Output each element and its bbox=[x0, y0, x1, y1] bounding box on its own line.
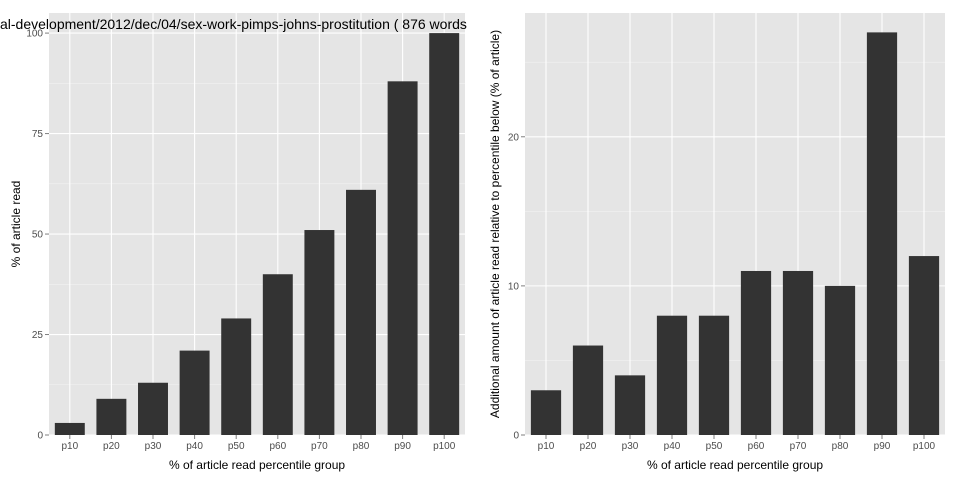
bar-p60 bbox=[262, 274, 293, 435]
bar-p80 bbox=[824, 285, 856, 435]
bar-p70 bbox=[304, 230, 335, 435]
x-tick-label: p70 bbox=[790, 441, 807, 452]
x-tick-label: p70 bbox=[311, 441, 328, 452]
x-tick-label: p30 bbox=[145, 441, 162, 452]
x-tick-label: p20 bbox=[103, 441, 120, 452]
x-tick-label: p60 bbox=[269, 441, 286, 452]
bar-p40 bbox=[179, 350, 210, 435]
x-tick-label: p40 bbox=[186, 441, 203, 452]
x-tick-label: p50 bbox=[706, 441, 723, 452]
x-tick-label: p50 bbox=[228, 441, 245, 452]
x-tick-label: p90 bbox=[874, 441, 891, 452]
bar-p80 bbox=[346, 189, 376, 435]
x-tick-label: p100 bbox=[433, 441, 456, 452]
x-tick-label: p80 bbox=[353, 441, 370, 452]
y-axis-title: Additional amount of article read relati… bbox=[488, 30, 502, 418]
bar-p30 bbox=[614, 375, 646, 435]
bar-p30 bbox=[138, 382, 168, 435]
bar-p40 bbox=[656, 315, 688, 435]
y-tick-label: 100 bbox=[26, 29, 43, 40]
bar-p10 bbox=[54, 422, 85, 435]
plot-title: al-development/2012/dec/04/sex-work-pimp… bbox=[0, 16, 467, 32]
x-tick-label: p80 bbox=[832, 441, 849, 452]
bar-p10 bbox=[530, 390, 562, 435]
y-tick-label: 20 bbox=[508, 132, 520, 143]
bar-p100 bbox=[908, 256, 940, 435]
y-axis-title: % of article read bbox=[9, 181, 23, 268]
bar-p20 bbox=[96, 398, 127, 435]
x-tick-label: p30 bbox=[622, 441, 639, 452]
bar-p70 bbox=[782, 270, 814, 435]
chart-panel-2: 0 10 20 p10 p20 p30 p40 p50 p60 p70 p80 p90 p100 % of… bbox=[488, 13, 945, 472]
y-tick-label: 0 bbox=[37, 431, 43, 442]
x-tick-label: p40 bbox=[664, 441, 681, 452]
y-tick-label: 25 bbox=[32, 330, 44, 341]
bar-p100 bbox=[429, 33, 460, 435]
x-tick-label: p10 bbox=[538, 441, 555, 452]
x-tick-label: p60 bbox=[748, 441, 765, 452]
y-tick-label: 75 bbox=[32, 129, 44, 140]
x-tick-label: p20 bbox=[580, 441, 597, 452]
y-tick-label: 10 bbox=[508, 281, 520, 292]
bar-p90 bbox=[866, 32, 898, 435]
bar-p60 bbox=[740, 270, 772, 435]
x-tick-label: p10 bbox=[61, 441, 78, 452]
bar-p90 bbox=[387, 81, 418, 436]
bar-p50 bbox=[221, 318, 252, 435]
x-tick-label: p90 bbox=[394, 441, 411, 452]
x-tick-label: p100 bbox=[913, 441, 936, 452]
y-tick-label: 0 bbox=[513, 431, 519, 442]
bar-p20 bbox=[572, 345, 604, 435]
x-axis-title: % of article read percentile group bbox=[169, 458, 345, 472]
bar-p50 bbox=[698, 315, 730, 435]
chart-panel-1: 0 25 50 75 100 p10 p20 p30 p40 p50 p60 p70 p80 p90 p10… bbox=[0, 13, 467, 472]
x-axis-title: % of article read percentile group bbox=[647, 458, 823, 472]
y-tick-label: 50 bbox=[32, 230, 44, 241]
